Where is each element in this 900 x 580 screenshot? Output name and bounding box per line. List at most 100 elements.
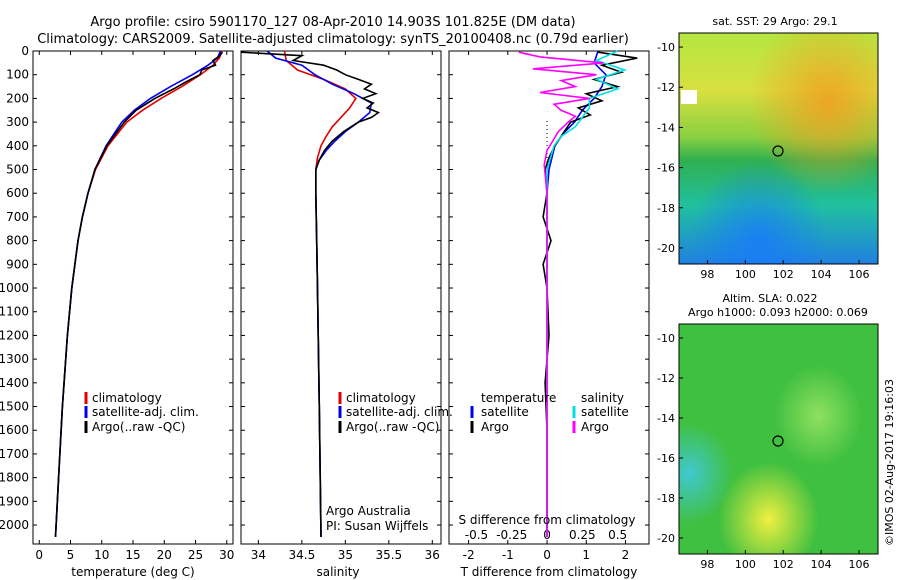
map-y-tick-label: -12: [657, 372, 675, 385]
map-y-tick-label: -12: [657, 81, 675, 94]
y-tick-label: 800: [6, 234, 29, 248]
argo-location-marker: [772, 435, 784, 447]
s-tick-label: -0.25: [496, 528, 527, 542]
x-tick-label: 0: [35, 548, 43, 562]
salinity-legend: climatology satellite-adj. clim. Argo(..…: [326, 391, 453, 533]
legend-title-temperature: temperature: [481, 391, 556, 405]
depth-axis: 0 100 200 300 400 500 600 700 800 900 1000 1100 1200…: [0, 44, 29, 532]
series-line: [54, 50, 223, 537]
x-tick-label: 35: [338, 548, 353, 562]
series-line: [518, 51, 604, 537]
legend-label: satellite-adj. clim.: [346, 405, 453, 419]
x-tick-label: 2: [622, 548, 630, 562]
temperature-legend: climatology satellite-adj. clim. Argo(..…: [84, 391, 199, 434]
x-tick-label: 0: [543, 548, 551, 562]
credit-stamp: ©IMOS 02-Aug-2017 19:16:03: [883, 379, 896, 546]
x-tick-label: -1: [502, 548, 514, 562]
legend-label: satellite: [581, 405, 629, 419]
y-tick-label: 2000: [0, 518, 29, 532]
map-y-tick-label: -20: [657, 532, 675, 545]
salinity-xlabel: salinity: [316, 565, 359, 579]
legend-label: satellite-adj. clim.: [92, 405, 199, 419]
s-tick-label: 0.5: [608, 528, 627, 542]
series-line: [546, 50, 628, 537]
map-y-tick-label: -16: [657, 162, 675, 175]
legend-label: satellite: [481, 405, 529, 419]
y-tick-label: 1300: [0, 352, 29, 366]
y-tick-label: 1500: [0, 400, 29, 414]
map-x-tick-label: 98: [700, 268, 714, 281]
x-tick-label: 10: [94, 548, 109, 562]
map-x-tick-label: 102: [773, 558, 794, 571]
map-y-tick-label: -18: [657, 492, 675, 505]
map-x-tick-label: 106: [849, 558, 870, 571]
y-tick-label: 100: [6, 68, 29, 82]
legend-label: climatology: [346, 391, 416, 405]
sla-map: [678, 323, 879, 555]
sla-map-title: Altim. SLA: 0.022: [722, 292, 817, 305]
x-tick-label: 5: [67, 548, 75, 562]
map-y-tick-label: -16: [657, 452, 675, 465]
map-y-tick-label: -18: [657, 202, 675, 215]
x-tick-label: 25: [188, 548, 203, 562]
s-tick-label: 0.25: [569, 528, 596, 542]
y-tick-label: 200: [6, 91, 29, 105]
y-tick-label: 400: [6, 139, 29, 153]
map-x-tick-label: 106: [849, 268, 870, 281]
y-tick-label: 300: [6, 115, 29, 129]
legend-label: Argo(..raw -QC): [346, 420, 439, 434]
x-tick-label: 36: [425, 548, 440, 562]
y-tick-label: 700: [6, 210, 29, 224]
y-tick-label: 0: [21, 44, 29, 58]
x-tick-label: 1: [582, 548, 590, 562]
y-tick-label: 500: [6, 163, 29, 177]
map-x-tick-label: 104: [811, 268, 832, 281]
series-line: [54, 51, 224, 537]
temperature-xlabel: temperature (deg C): [71, 565, 194, 579]
sla-map-axes: 98 100 102 104 106 -10 -12 -14 -16 -18 -20: [657, 332, 870, 571]
y-tick-label: 1100: [0, 305, 29, 319]
sla-map-subtitle: Argo h1000: 0.093 h2000: 0.069: [688, 306, 868, 319]
annotation-pi: PI: Susan Wijffels: [326, 519, 428, 533]
x-tick-label: 15: [125, 548, 140, 562]
map-y-tick-label: -14: [657, 121, 675, 134]
title-line-1: Argo profile: csiro 5901170_127 08-Apr-2…: [90, 15, 575, 30]
difference-xlabel: T difference from climatology: [460, 565, 638, 579]
map-y-tick-label: -14: [657, 412, 675, 425]
y-tick-label: 1000: [0, 281, 29, 295]
map-x-tick-label: 102: [773, 268, 794, 281]
temperature-axes: [32, 50, 234, 545]
x-tick-label: 30: [219, 548, 234, 562]
y-tick-label: 1400: [0, 376, 29, 390]
y-tick-label: 1600: [0, 423, 29, 437]
series-line: [240, 51, 381, 537]
difference-xlabel-top: S difference from climatology: [459, 513, 636, 527]
difference-axes: [448, 50, 650, 545]
sst-map-title: sat. SST: 29 Argo: 29.1: [712, 15, 837, 28]
legend-label: Argo: [581, 420, 609, 434]
map-x-tick-label: 100: [735, 268, 756, 281]
legend-label: climatology: [92, 391, 162, 405]
x-tick-label: -2: [463, 548, 475, 562]
map-x-tick-label: 104: [811, 558, 832, 571]
sst-map-axes: 98 100 102 104 106 -10 -12 -14 -16 -18 -20: [657, 41, 870, 281]
legend-title-salinity: salinity: [581, 391, 624, 405]
title-line-2: Climatology: CARS2009. Satellite-adjuste…: [37, 32, 629, 47]
map-x-tick-label: 100: [735, 558, 756, 571]
legend-label: Argo(..raw -QC): [92, 420, 185, 434]
argo-location-marker: [772, 145, 784, 157]
temperature-plot: 0 5 10 15 20 25 30: [33, 50, 234, 562]
annotation-argo-australia: Argo Australia: [326, 504, 411, 518]
y-tick-label: 600: [6, 186, 29, 200]
x-tick-label: 34.5: [289, 548, 316, 562]
series-line: [54, 50, 222, 537]
y-tick-label: 1700: [0, 447, 29, 461]
y-tick-label: 900: [6, 257, 29, 271]
legend-label: Argo: [481, 420, 509, 434]
map-x-tick-label: 98: [700, 558, 714, 571]
x-tick-label: 35.5: [375, 548, 402, 562]
salinity-plot: 34 34.5 35 35.5 36: [240, 50, 441, 562]
y-tick-label: 1200: [0, 328, 29, 342]
salinity-axes: [240, 50, 442, 545]
